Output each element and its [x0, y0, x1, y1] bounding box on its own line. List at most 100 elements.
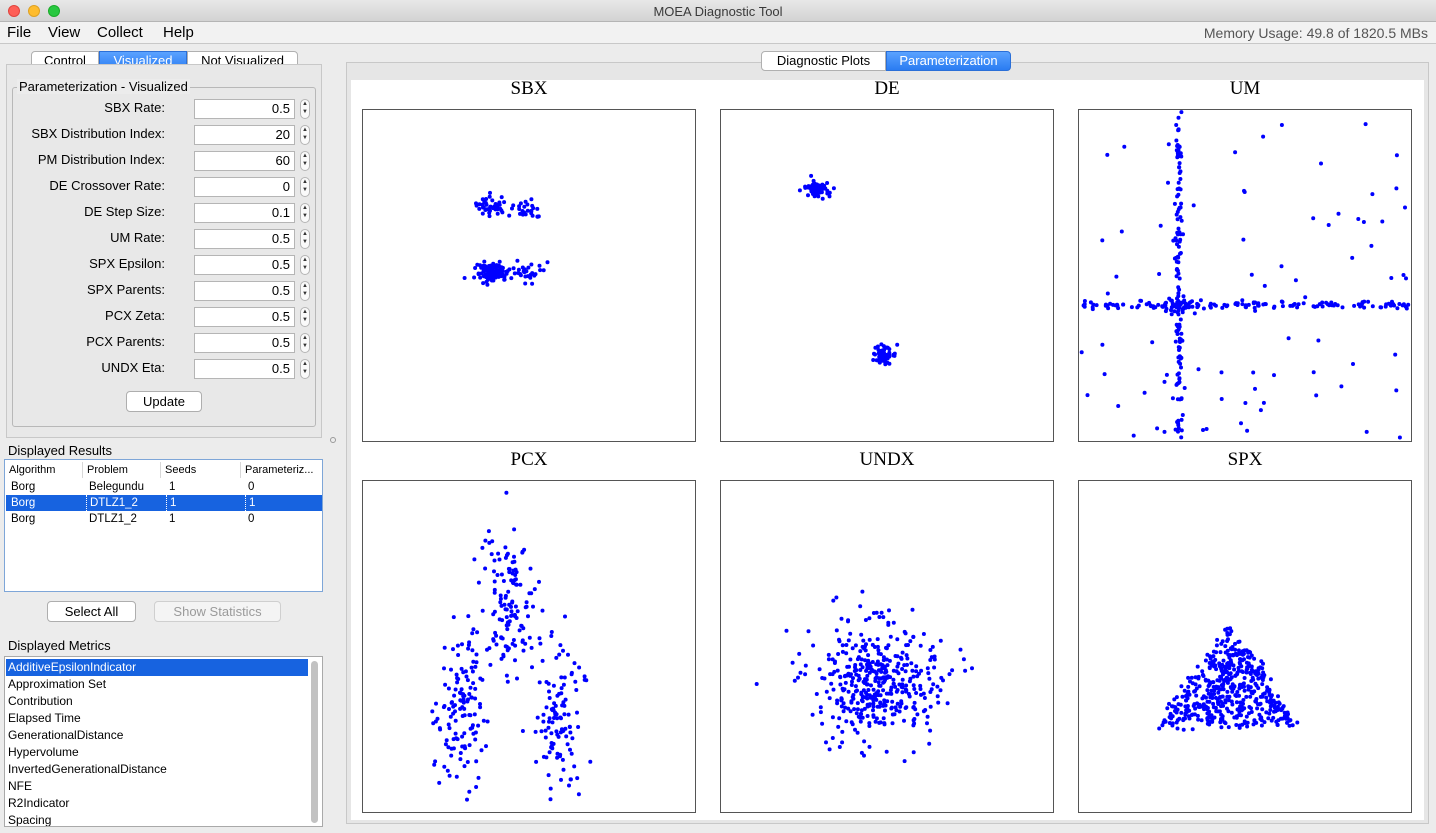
- tab-parameterization[interactable]: Parameterization: [886, 51, 1011, 71]
- spinner-arrows-icon[interactable]: ▲ ▼: [300, 307, 310, 327]
- param-input[interactable]: 20: [194, 125, 295, 145]
- param-input[interactable]: 0.5: [194, 255, 295, 275]
- plot-undx[interactable]: [720, 480, 1054, 813]
- plot-um[interactable]: [1078, 109, 1412, 442]
- data-point: [1179, 201, 1184, 206]
- param-input[interactable]: 0.1: [194, 203, 295, 223]
- menu-file[interactable]: File: [7, 24, 32, 41]
- data-point: [437, 780, 442, 785]
- table-cell: DTLZ1_2: [86, 495, 138, 511]
- spinner-arrows-icon[interactable]: ▲ ▼: [300, 177, 310, 197]
- spinner-arrows-icon[interactable]: ▲ ▼: [300, 203, 310, 223]
- data-point: [876, 348, 881, 352]
- data-point: [518, 582, 523, 587]
- data-point: [1177, 161, 1182, 166]
- data-point: [566, 712, 571, 717]
- list-item[interactable]: InvertedGenerationalDistance: [8, 762, 167, 776]
- param-label: SPX Epsilon:: [89, 256, 165, 271]
- data-point: [1258, 408, 1263, 413]
- select-all-button[interactable]: Select All: [47, 601, 136, 622]
- metrics-scrollbar[interactable]: [311, 661, 318, 823]
- close-window-button[interactable]: [8, 5, 20, 17]
- data-point: [1187, 304, 1192, 309]
- data-point: [462, 276, 467, 280]
- data-point: [521, 626, 526, 631]
- data-point: [845, 664, 850, 669]
- param-input[interactable]: 0: [194, 177, 295, 197]
- spinner-arrows-icon[interactable]: ▲ ▼: [300, 99, 310, 119]
- data-point: [1262, 673, 1267, 678]
- data-point: [846, 706, 851, 711]
- data-point: [826, 652, 831, 657]
- param-input[interactable]: 0.5: [194, 307, 295, 327]
- data-point: [1240, 650, 1244, 655]
- list-item[interactable]: R2Indicator: [8, 796, 70, 810]
- tab-diagnostic-plots[interactable]: Diagnostic Plots: [761, 51, 886, 71]
- data-point: [1290, 723, 1295, 728]
- data-point: [871, 704, 876, 709]
- menu-help[interactable]: Help: [163, 24, 194, 41]
- menu-collect[interactable]: Collect: [97, 24, 143, 41]
- param-input[interactable]: 0.5: [194, 229, 295, 249]
- column-seeds[interactable]: Seeds: [161, 462, 241, 478]
- column-algorithm[interactable]: Algorithm: [5, 462, 83, 478]
- data-point: [535, 206, 540, 211]
- data-point: [480, 608, 485, 613]
- list-item[interactable]: Hypervolume: [8, 745, 79, 759]
- param-label: UNDX Eta:: [101, 360, 165, 375]
- table-row[interactable]: Borg Belegundu 1 0: [6, 479, 322, 495]
- data-point: [820, 721, 825, 726]
- data-point: [925, 721, 929, 726]
- table-row[interactable]: Borg DTLZ1_2 1 1: [6, 495, 322, 511]
- list-item[interactable]: Contribution: [8, 694, 73, 708]
- list-item[interactable]: Approximation Set: [8, 677, 107, 691]
- plot-pcx[interactable]: [362, 480, 696, 813]
- data-point: [1217, 678, 1222, 683]
- data-point: [434, 701, 438, 706]
- data-point: [512, 271, 517, 276]
- spinner-arrows-icon[interactable]: ▲ ▼: [300, 359, 310, 379]
- data-point: [1236, 648, 1241, 653]
- data-point: [1253, 300, 1258, 305]
- param-input[interactable]: 0.5: [194, 99, 295, 119]
- list-item[interactable]: GenerationalDistance: [8, 728, 124, 742]
- list-item[interactable]: Spacing: [8, 813, 52, 827]
- spinner-arrows-icon[interactable]: ▲ ▼: [300, 255, 310, 275]
- column-parameterization[interactable]: Parameteriz...: [245, 464, 314, 476]
- data-point: [555, 693, 560, 698]
- list-item[interactable]: NFE: [8, 779, 32, 793]
- data-point: [492, 590, 497, 595]
- list-item[interactable]: AdditiveEpsilonIndicator: [6, 659, 308, 676]
- data-point: [543, 728, 548, 733]
- spinner-arrows-icon[interactable]: ▲ ▼: [300, 281, 310, 301]
- param-input[interactable]: 60: [194, 151, 295, 171]
- param-input[interactable]: 0.5: [194, 333, 295, 353]
- maximize-window-button[interactable]: [48, 5, 60, 17]
- plot-sbx[interactable]: [362, 109, 696, 442]
- minimize-window-button[interactable]: [28, 5, 40, 17]
- menu-view[interactable]: View: [48, 24, 81, 41]
- data-point: [850, 679, 854, 684]
- plot-de[interactable]: [720, 109, 1054, 442]
- splitter-handle[interactable]: [330, 437, 336, 443]
- list-item[interactable]: Elapsed Time: [8, 711, 81, 725]
- spinner-arrows-icon[interactable]: ▲ ▼: [300, 229, 310, 249]
- data-point: [885, 356, 890, 361]
- data-point: [498, 593, 503, 598]
- data-point: [877, 720, 882, 725]
- data-point: [842, 687, 847, 692]
- data-point: [484, 744, 488, 749]
- column-problem[interactable]: Problem: [83, 462, 161, 478]
- plot-spx[interactable]: [1078, 480, 1412, 813]
- table-cell: 1: [166, 495, 176, 511]
- show-statistics-button[interactable]: Show Statistics: [154, 601, 281, 622]
- param-label: DE Step Size:: [84, 204, 165, 219]
- data-point: [890, 699, 895, 704]
- table-row[interactable]: Borg DTLZ1_2 1 0: [6, 511, 322, 527]
- spinner-arrows-icon[interactable]: ▲ ▼: [300, 125, 310, 145]
- update-button[interactable]: Update: [126, 391, 202, 412]
- spinner-arrows-icon[interactable]: ▲ ▼: [300, 151, 310, 171]
- param-input[interactable]: 0.5: [194, 359, 295, 379]
- spinner-arrows-icon[interactable]: ▲ ▼: [300, 333, 310, 353]
- param-input[interactable]: 0.5: [194, 281, 295, 301]
